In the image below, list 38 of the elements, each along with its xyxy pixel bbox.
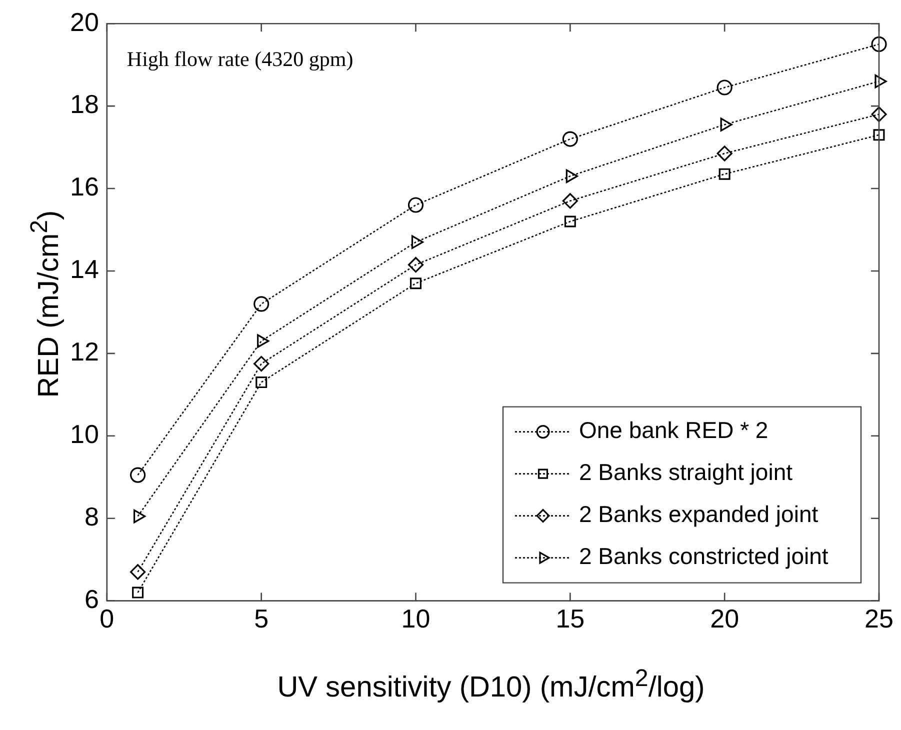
y-tick-label: 10 <box>70 419 99 450</box>
point <box>716 146 732 162</box>
point <box>873 129 885 141</box>
point <box>871 36 887 52</box>
point <box>130 467 146 483</box>
y-tick-label: 16 <box>70 172 99 202</box>
annotation: High flow rate (4320 gpm) <box>126 47 354 72</box>
point <box>562 193 578 209</box>
point <box>564 216 576 228</box>
x-tick-label: 15 <box>556 604 585 634</box>
x-tick-label: 5 <box>254 604 269 634</box>
point <box>130 564 146 580</box>
y-tick-label: 8 <box>84 502 99 532</box>
point <box>256 376 268 388</box>
y-tick-label: 14 <box>70 254 99 284</box>
x-tick-label: 25 <box>864 604 894 634</box>
y-tick-label: 6 <box>84 584 99 614</box>
point <box>408 256 424 273</box>
point <box>716 80 732 96</box>
point <box>562 131 578 147</box>
x-tick-label: 0 <box>100 604 114 634</box>
point <box>254 356 270 372</box>
point <box>718 168 730 180</box>
point <box>132 586 144 598</box>
x-axis-title: UV sensitivity (D10) (mJ/cm$^{2}$/log) <box>277 665 705 705</box>
point <box>408 197 424 213</box>
point <box>254 296 270 312</box>
x-tick-label: 10 <box>401 604 430 634</box>
y-tick-label: 20 <box>70 6 99 37</box>
y-tick-label: 18 <box>70 89 99 120</box>
legend-label: 2 Banks straight joint <box>579 459 794 486</box>
x-tick-label: 20 <box>710 604 740 634</box>
y-tick-label: 12 <box>70 336 99 367</box>
point <box>871 106 887 122</box>
legend-label: 2 Banks constricted joint <box>579 543 829 570</box>
legend-label: 2 Banks expanded joint <box>579 501 819 528</box>
point <box>410 278 422 290</box>
legend-label: One bank RED * 2 <box>579 417 768 444</box>
